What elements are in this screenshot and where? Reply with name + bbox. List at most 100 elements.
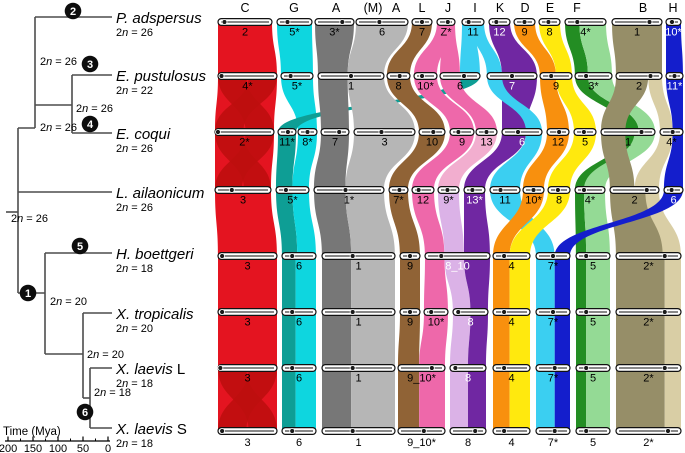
ribbon [464, 132, 526, 190]
ribbon [419, 312, 448, 368]
ribbon [314, 132, 349, 190]
centromere-dot [349, 309, 356, 315]
ribbon [586, 368, 610, 431]
ribbon [464, 256, 490, 312]
ribbon [389, 190, 420, 256]
centromere-dot [472, 428, 479, 434]
chromosome-number: 9 [407, 317, 413, 329]
centromere-dot [217, 365, 224, 371]
chromosome-number: 4 [508, 261, 514, 273]
chromosome-number: 10 [426, 137, 438, 149]
chromosome-bar: 5* [280, 71, 314, 93]
node-badge-number: 1 [25, 288, 31, 300]
centromere-dot [521, 19, 528, 25]
chromosome-bar: 9_10* [397, 427, 446, 449]
chromosome-number: 11* [279, 137, 295, 149]
chromosome-bar: 13 [475, 128, 498, 149]
species-label: X. laevis L [115, 361, 185, 378]
ribbon [387, 22, 432, 76]
ribbon [468, 312, 488, 368]
chromosome-bar: 2* [615, 364, 682, 385]
chromosome-number: 5 [582, 137, 588, 149]
centromere-dot [515, 129, 521, 135]
chromosome-number: 6 [296, 317, 302, 329]
chromosome-number: 8 [465, 437, 471, 449]
ribbon [347, 76, 415, 132]
chromosome-bar: 6 [281, 427, 317, 449]
centromere-dot [483, 129, 490, 135]
ribbon [424, 256, 448, 312]
chromosome-bar: 13* [463, 186, 486, 207]
species-label: P. adspersus [116, 10, 202, 27]
centromere-dot [455, 309, 462, 315]
species-label: E. pustulosus [116, 68, 207, 85]
centromere-dot [428, 309, 435, 315]
chromosome-bar: 7 [411, 18, 433, 39]
chromosome-number: 3* [329, 27, 340, 39]
chromosome-bar: 6 [355, 18, 409, 39]
chromosome-bar: 4* [659, 128, 684, 149]
centromere-dot [287, 73, 294, 79]
chromosome-number: 11 [499, 195, 510, 207]
ribbon [664, 132, 683, 190]
column-header: A [332, 1, 341, 15]
node-badge-number: 3 [87, 59, 93, 71]
node-badge: 6 [76, 403, 94, 421]
chromosome-bar: 11 [489, 186, 521, 207]
chromosome-bar: 3 [217, 252, 278, 273]
centromere-dot [218, 73, 225, 79]
chromosome-bar: 9 [399, 308, 421, 329]
chromosome-number: 3 [244, 373, 250, 385]
ribbon [616, 368, 665, 431]
chromosome-bar: 9 [513, 18, 536, 39]
species-label: H. boettgeri [116, 246, 194, 263]
chromosome-bar: 7* [388, 186, 409, 207]
ploidy-label: 2n = 20 [50, 296, 87, 308]
ribbon [556, 76, 596, 132]
chromosome-number: 7* [548, 317, 559, 329]
ribbon [490, 132, 542, 190]
ribbon [576, 312, 587, 368]
centromere-dot [284, 19, 291, 25]
ploidy-label: 2n = 18 [94, 387, 131, 399]
chromosome-number: 6 [379, 27, 385, 39]
chromosome-bar: 2* [615, 308, 682, 329]
chromosome-bar: 9 [449, 128, 475, 149]
ribbon [584, 190, 610, 256]
chromosome-number: 9 [521, 27, 527, 39]
column-header: F [573, 1, 581, 15]
centromere-dot [349, 428, 356, 434]
time-axis-label: Time (Mya) [3, 426, 61, 438]
chromosome-bar: 5 [575, 252, 611, 273]
chromosome-bar: 2* [214, 128, 275, 149]
chromosome-bar: 9* [437, 186, 460, 207]
chromosome-bar: 2* [615, 252, 682, 273]
ribbon [440, 76, 497, 132]
chromosome-number: 12 [417, 195, 429, 207]
chromosome-number: 10* [417, 81, 434, 93]
chromosome-number: 9_10* [407, 437, 436, 449]
ribbon [612, 22, 662, 76]
chromosome-number: 5* [287, 195, 298, 207]
ribbon [493, 256, 510, 312]
ribbon [345, 132, 415, 190]
ribbon [218, 256, 277, 312]
chromosome-bar: 2 [609, 186, 660, 207]
ribbon [276, 132, 296, 190]
chromosome-bar: 4 [492, 364, 531, 385]
ribbon [586, 256, 610, 312]
chromosome-bar: 9_10* [397, 364, 446, 385]
ribbon [523, 132, 569, 190]
chromosome-number: 10* [525, 195, 542, 207]
ribbon [412, 190, 445, 256]
ribbon [509, 190, 570, 256]
chromosome-bar: 10* [665, 18, 682, 39]
inversion-ribbon [218, 368, 277, 431]
ribbon [450, 312, 471, 368]
chromosome-number: 5 [590, 261, 596, 273]
ribbon [493, 368, 510, 431]
chromosome-number: 10* [665, 27, 682, 39]
ribbon [648, 76, 673, 132]
centromere-dot [415, 187, 422, 193]
